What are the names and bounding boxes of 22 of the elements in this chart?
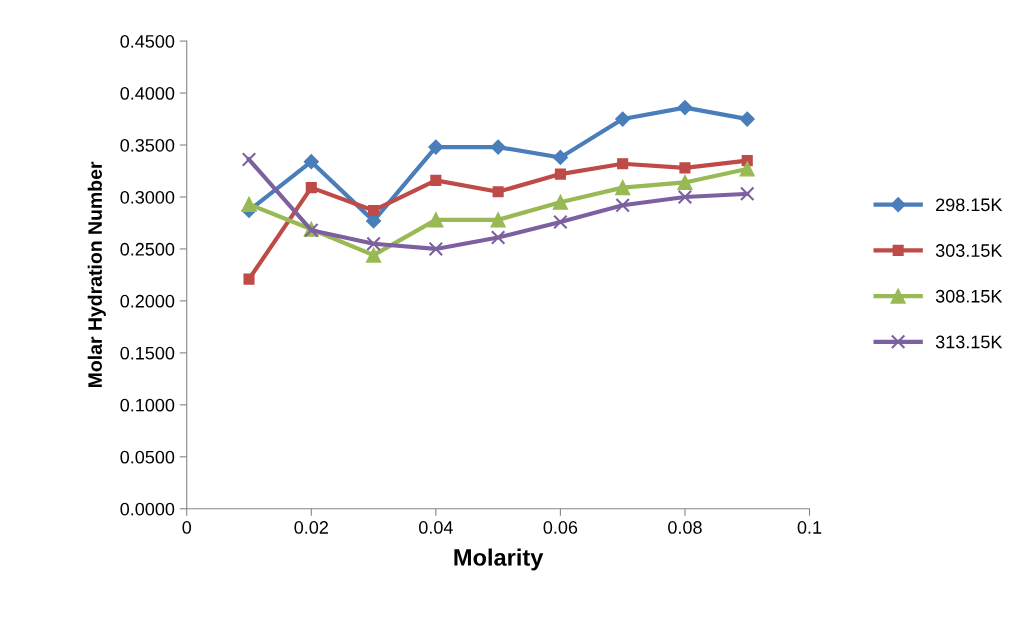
x-tick-label: 0.08 <box>668 521 702 534</box>
y-tick-label: 0.4500 <box>120 35 175 48</box>
y-tick-label: 0.1500 <box>120 346 175 360</box>
legend-label: 303.15K <box>935 244 1003 257</box>
legend-label: 313.15K <box>935 335 1003 349</box>
x-tick-label: 0.04 <box>418 521 453 534</box>
y-tick-label: 0.0000 <box>120 502 175 516</box>
y-tick-label: 0.1000 <box>120 398 175 412</box>
x-axis-title: Molarity <box>454 548 544 571</box>
legend-label: 298.15K <box>936 198 1003 212</box>
x-tick-label: 0.06 <box>543 521 578 534</box>
x-tick-label: 0.1 <box>797 521 822 534</box>
y-tick-label: 0.3500 <box>120 138 175 152</box>
x-tick-label: 0.02 <box>294 521 328 534</box>
y-tick-label: 0.0500 <box>120 450 175 464</box>
y-tick-label: 0.4000 <box>120 86 175 100</box>
x-tick-label: 0 <box>182 521 192 534</box>
y-tick-label: 0.2000 <box>120 294 175 308</box>
y-axis-title: Molar Hydration Number <box>87 161 106 388</box>
y-tick-label: 0.2500 <box>120 242 175 256</box>
y-tick-label: 0.3000 <box>120 190 175 204</box>
legend-label: 308.15K <box>935 289 1003 303</box>
